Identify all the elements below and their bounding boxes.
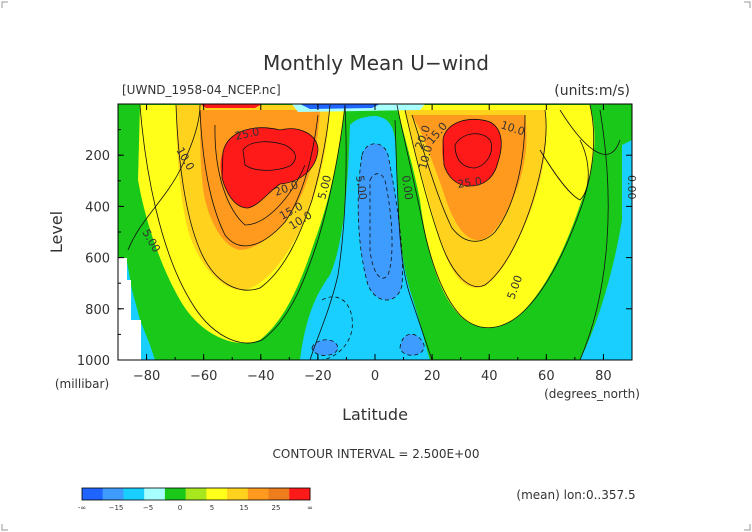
colorbar-swatch: [82, 488, 104, 500]
colorbar-swatch: [164, 488, 187, 500]
x-tick-label: −80: [133, 369, 160, 384]
contour-label: 5.00: [353, 175, 369, 201]
easterly-core: [358, 143, 403, 300]
x-tick-label: 0: [371, 369, 379, 384]
x-tick-label: 40: [481, 369, 498, 384]
missing-data: [118, 258, 141, 360]
contour-label: 10.0: [416, 144, 435, 171]
file-label: [UWND_1958-04_NCEP.nc]: [122, 83, 281, 97]
nh-red: [442, 119, 502, 186]
x-tick-label: 60: [538, 369, 555, 384]
y-tick-label: 200: [85, 149, 110, 164]
contour-label: 25.0: [234, 125, 261, 143]
colorbar-swatch: [185, 488, 207, 500]
y-axis: 200 400 600 800 1000: [77, 129, 632, 369]
upper-band-blue: [300, 104, 380, 109]
colorbar-label: 15: [240, 504, 249, 512]
x-axis-unit: (degrees_north): [544, 387, 640, 401]
x-tick-label: −40: [247, 369, 274, 384]
contour-label: 5.00: [315, 174, 334, 201]
colorbar: -∞ −15 −5 0 5 15 25 ∞: [78, 487, 313, 512]
upper-band-red: [200, 104, 262, 108]
units-label: (units:m/s): [554, 83, 630, 99]
x-tick-label: −20: [304, 369, 331, 384]
contour-lines: [127, 104, 621, 361]
colorbar-swatch: [206, 488, 228, 500]
x-tick-label: −60: [190, 369, 217, 384]
x-axis: −80 −60 −40 −20 0 20 40 60 80: [117, 104, 633, 384]
colorbar-swatch: [102, 488, 124, 500]
colorbar-label: 5: [210, 504, 214, 512]
colorbar-swatch: [144, 488, 166, 500]
colorbar-swatch: [247, 488, 270, 500]
colorbar-label: −15: [109, 504, 124, 512]
y-axis-unit: (millibar): [55, 377, 109, 391]
colorbar-label: ∞: [307, 504, 313, 512]
colorbar-label: -∞: [78, 504, 86, 512]
chart-title: Monthly Mean U−wind: [263, 51, 489, 75]
colorbar-swatch: [227, 488, 249, 500]
colorbar-frame: [81, 487, 311, 501]
plot-area: 10.0 25.0 20.0 15.0 10.0 5.00 5.00 5.00 …: [117, 103, 638, 361]
mean-note: (mean) lon:0..357.5: [516, 488, 635, 502]
y-tick-label: 1000: [77, 354, 110, 369]
contour-label: 0.00: [399, 175, 415, 201]
colorbar-label: 0: [178, 504, 182, 512]
cyan-region-northeast: [580, 140, 632, 360]
y-axis-title: Level: [47, 211, 66, 253]
easterly-surface-south: [312, 339, 338, 356]
contour-interval: CONTOUR INTERVAL = 2.500E+00: [273, 447, 480, 461]
colorbar-swatch: [268, 488, 290, 500]
x-tick-label: 20: [424, 369, 441, 384]
y-tick-label: 400: [85, 200, 110, 215]
colorbar-swatch: [289, 488, 311, 500]
contour-label: 25.0: [457, 175, 483, 191]
y-tick-label: 800: [85, 303, 110, 318]
colorbar-label: −5: [143, 504, 153, 512]
easterly-surface-north: [400, 334, 425, 356]
x-axis-title: Latitude: [342, 405, 408, 424]
colorbar-swatch: [123, 488, 145, 500]
y-tick-label: 600: [85, 252, 110, 267]
colorbar-label: 25: [272, 504, 281, 512]
x-tick-label: 80: [595, 369, 612, 384]
